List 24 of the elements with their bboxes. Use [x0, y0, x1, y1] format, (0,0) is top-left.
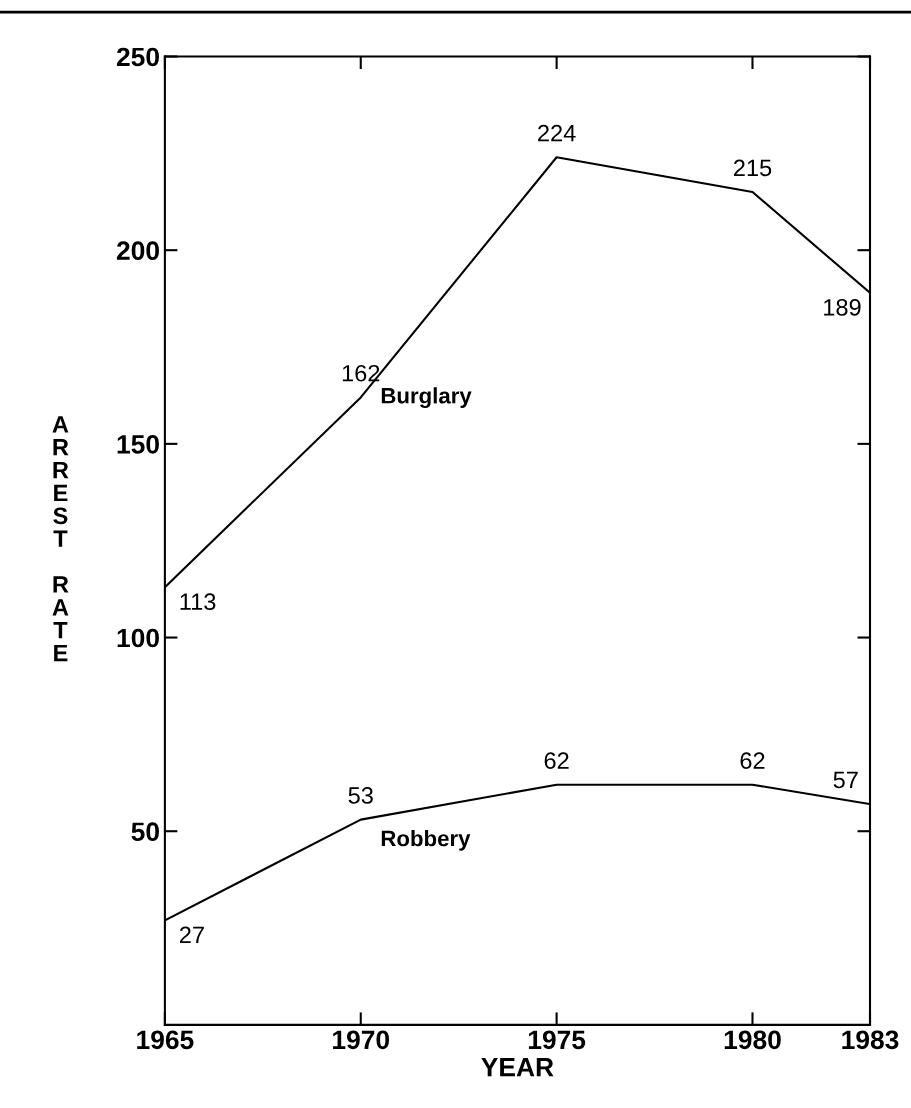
- data-label: 162: [342, 364, 380, 382]
- x-tick-label: 1975: [528, 1030, 586, 1050]
- data-label: 27: [179, 926, 204, 943]
- y-tick-label: 100: [117, 628, 159, 648]
- data-label: 113: [180, 593, 216, 611]
- x-tick-label: 1970: [333, 1030, 390, 1050]
- data-label: 224: [538, 124, 576, 142]
- x-tick-label: 1983: [842, 1030, 899, 1050]
- x-axis-title: YEAR: [481, 1058, 554, 1077]
- data-label: 62: [740, 752, 765, 769]
- y-tick-label: 150: [117, 435, 159, 454]
- x-tick-label: 1980: [724, 1030, 781, 1050]
- data-label: 189: [824, 298, 861, 316]
- y-tick-label: 50: [131, 822, 159, 842]
- x-tick-label: 1965: [137, 1030, 194, 1050]
- y-tick-label: 200: [116, 241, 159, 261]
- data-label: 53: [348, 787, 373, 804]
- data-label: 215: [733, 159, 772, 177]
- text: ARREST RATE: [52, 416, 69, 662]
- series-label: Burglary: [381, 387, 472, 409]
- data-label: 57: [833, 771, 858, 789]
- data-label: 62: [544, 752, 569, 769]
- y-tick-label: 250: [116, 47, 159, 67]
- series-label: Robbery: [381, 830, 471, 851]
